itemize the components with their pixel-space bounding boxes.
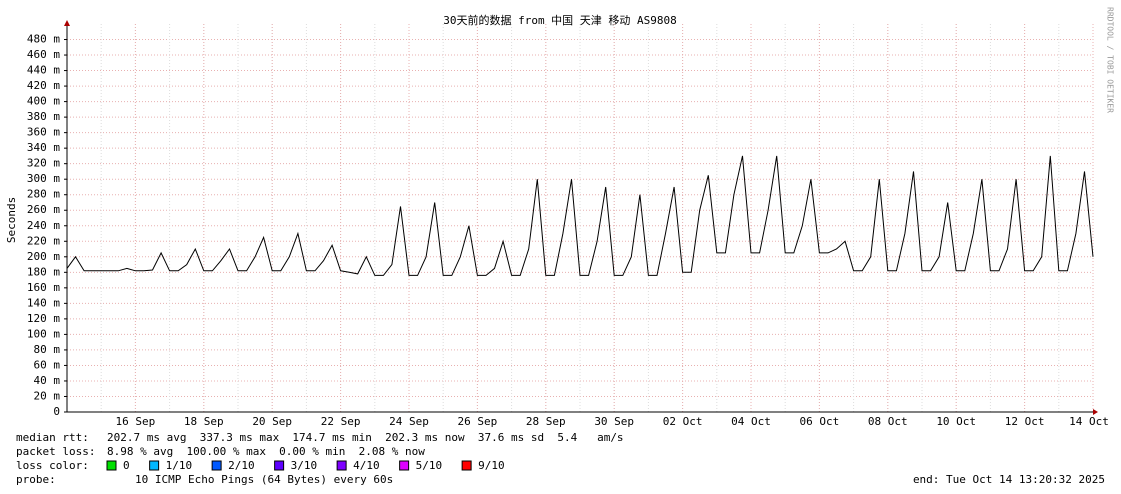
- x-tick-label: 04 Oct: [731, 415, 771, 428]
- x-tick-label: 28 Sep: [526, 415, 566, 428]
- legend-swatch: [274, 460, 285, 471]
- y-tick-label: 160 m: [27, 281, 60, 294]
- x-tick-label: 24 Sep: [389, 415, 429, 428]
- stat-label: median rtt:: [16, 431, 89, 444]
- y-axis-label: Seconds: [5, 197, 18, 243]
- y-tick-label: 200 m: [27, 250, 60, 263]
- grid: 0 20 m 40 m 60 m 80 m 100 m 120 m 140 m 160 m 180…: [27, 24, 1109, 428]
- legend-label: 5/10: [416, 459, 443, 472]
- y-tick-label: 40 m: [34, 374, 61, 387]
- legend-swatch: [211, 460, 222, 471]
- legend-swatch: [461, 460, 472, 471]
- stat-label: probe:: [16, 473, 56, 486]
- legend-label: 4/10: [353, 459, 380, 472]
- y-tick-label: 420 m: [27, 79, 60, 92]
- y-tick-label: 80 m: [34, 343, 61, 356]
- x-tick-label: 18 Sep: [184, 415, 224, 428]
- y-tick-label: 400 m: [27, 95, 60, 108]
- y-tick-label: 280 m: [27, 188, 60, 201]
- legend-swatch: [399, 460, 410, 471]
- x-tick-label: 06 Oct: [800, 415, 840, 428]
- y-tick-label: 320 m: [27, 157, 60, 170]
- y-tick-label: 460 m: [27, 48, 60, 61]
- y-tick-label: 260 m: [27, 203, 60, 216]
- stat-text: 202.7 ms avg 337.3 ms max 174.7 ms min 2…: [107, 431, 624, 444]
- legend-label: 3/10: [291, 459, 318, 472]
- stat-label: packet loss:: [16, 445, 95, 458]
- y-tick-label: 360 m: [27, 126, 60, 139]
- y-tick-label: 300 m: [27, 172, 60, 185]
- y-tick-label: 100 m: [27, 327, 60, 340]
- y-tick-label: 0: [53, 405, 60, 418]
- y-tick-label: 340 m: [27, 141, 60, 154]
- x-tick-label: 14 Oct: [1069, 415, 1109, 428]
- y-tick-label: 440 m: [27, 64, 60, 77]
- x-tick-label: 10 Oct: [936, 415, 976, 428]
- legend: 0 1/10 2/10 3/10 4/10 5/10 9/10: [106, 459, 505, 472]
- legend-label: 2/10: [228, 459, 255, 472]
- y-tick-label: 140 m: [27, 296, 60, 309]
- x-tick-label: 26 Sep: [458, 415, 498, 428]
- y-tick-label: 220 m: [27, 234, 60, 247]
- y-tick-label: 380 m: [27, 110, 60, 123]
- plot: [66, 155, 1094, 276]
- x-tick-label: 08 Oct: [868, 415, 908, 428]
- y-tick-label: 120 m: [27, 312, 60, 325]
- x-tick-label: 30 Sep: [594, 415, 634, 428]
- legend-label: 0: [123, 459, 130, 472]
- y-arrow: [64, 20, 70, 26]
- series-line: [66, 155, 1094, 276]
- y-tick-label: 20 m: [34, 389, 61, 402]
- legend-label: 1/10: [166, 459, 193, 472]
- legend-swatch: [336, 460, 347, 471]
- y-tick-label: 60 m: [34, 358, 61, 371]
- x-arrow: [1093, 409, 1098, 415]
- legend-swatch: [149, 460, 160, 471]
- stat-text: 8.98 % avg 100.00 % max 0.00 % min 2.08 …: [107, 445, 425, 458]
- stat-text: 10 ICMP Echo Pings (64 Bytes) every 60s: [135, 473, 393, 486]
- watermark: RRDTOOL / TOBI OETIKER: [1106, 7, 1115, 113]
- end-time: end: Tue Oct 14 13:20:32 2025: [913, 473, 1105, 486]
- y-tick-label: 480 m: [27, 33, 60, 46]
- x-tick-label: 20 Sep: [252, 415, 292, 428]
- x-tick-label: 12 Oct: [1005, 415, 1045, 428]
- x-tick-label: 16 Sep: [116, 415, 156, 428]
- y-tick-label: 180 m: [27, 265, 60, 278]
- y-tick-label: 240 m: [27, 219, 60, 232]
- legend-swatch: [106, 460, 117, 471]
- stat-label: loss color:: [16, 459, 89, 472]
- x-tick-label: 02 Oct: [663, 415, 703, 428]
- chart-title: 30天前的数据 from 中国 天津 移动 AS9808: [443, 13, 677, 27]
- x-tick-label: 22 Sep: [321, 415, 361, 428]
- legend-label: 9/10: [478, 459, 505, 472]
